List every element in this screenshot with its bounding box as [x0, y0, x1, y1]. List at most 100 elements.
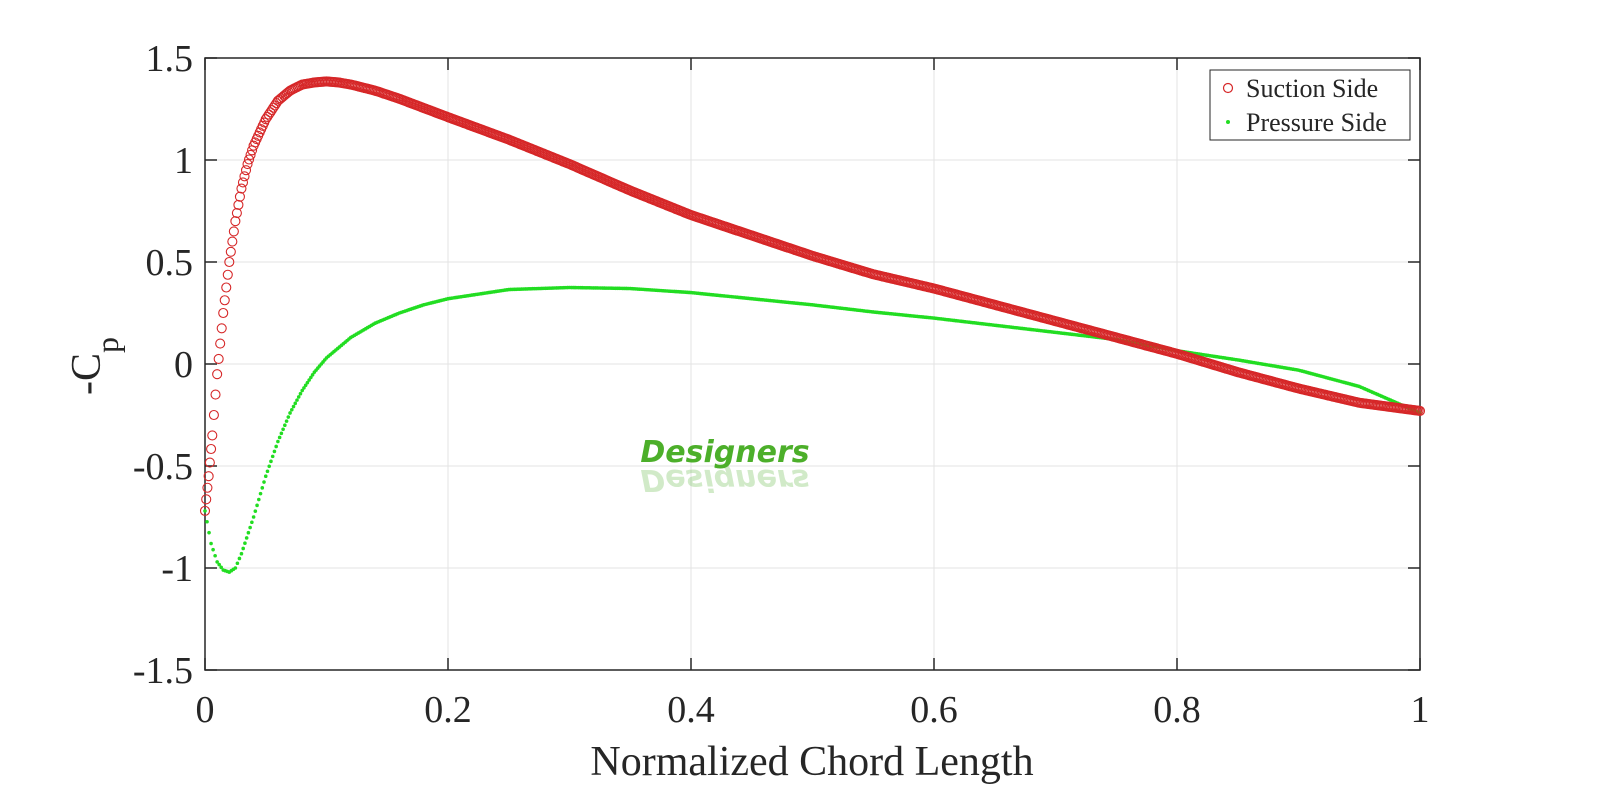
suction-point: [203, 471, 214, 482]
suction-point: [216, 323, 227, 334]
pressure-point: [243, 541, 247, 546]
y-tick-label: -1.5: [133, 650, 193, 692]
pressure-point: [302, 386, 306, 390]
pressure-point: [309, 375, 313, 380]
suction-point: [230, 216, 241, 227]
suction-point: [245, 149, 256, 160]
legend: Suction Side Pressure Side: [1209, 69, 1411, 141]
pressure-point: [215, 560, 219, 564]
pressure-point: [269, 459, 273, 464]
x-tick-labels: 0 0.2 0.4 0.6 0.8 1: [196, 689, 1430, 731]
pressure-point: [288, 411, 292, 415]
y-tick-label: 0: [174, 344, 193, 386]
pressure-point: [279, 431, 284, 436]
y-tick-label: -0.5: [133, 446, 193, 488]
suction-point: [212, 369, 223, 380]
pressure-point: [257, 497, 261, 502]
suction-point: [228, 226, 239, 237]
suction-point: [239, 171, 250, 182]
suction-point: [204, 457, 215, 468]
legend-label-pressure: Pressure Side: [1246, 108, 1387, 137]
suction-point: [240, 165, 252, 176]
pressure-point: [276, 439, 280, 444]
y-tick-label: -1: [161, 548, 193, 590]
y-tick-label: 1: [174, 140, 193, 182]
x-tick-label: 0.6: [910, 689, 958, 731]
suction-point: [1414, 405, 1426, 416]
series-layer: [199, 76, 1426, 574]
pressure-point: [289, 407, 294, 412]
suction-point: [199, 505, 211, 516]
watermark: Designers Designers: [640, 435, 809, 497]
y-axis-title: -Cp: [64, 337, 125, 395]
y-tick-label: 0.5: [146, 242, 194, 284]
axis-ticks: [204, 57, 1421, 671]
pressure-point: [295, 398, 299, 402]
pressure-point: [296, 395, 301, 399]
pressure-point: [305, 380, 310, 385]
pressure-point: [241, 546, 245, 551]
suction-point: [208, 409, 219, 421]
y-axis-title-subscript: p: [89, 337, 125, 353]
pressure-point: [248, 525, 252, 530]
x-tick-label: 0.8: [1153, 689, 1201, 731]
pressure-point: [293, 401, 298, 406]
pressure-point: [265, 469, 270, 474]
legend-marker-suction: [1222, 82, 1234, 94]
pressure-point: [207, 530, 211, 535]
suction-point: [201, 494, 212, 505]
suction-point: [215, 338, 226, 349]
suction-point: [237, 177, 249, 188]
pressure-point: [283, 423, 287, 428]
suction-point: [225, 246, 236, 257]
suction-point: [218, 307, 229, 319]
suction-point: [210, 389, 221, 400]
pressure-point: [307, 378, 311, 382]
legend-marker-pressure: [1226, 120, 1230, 124]
series-suction-side: [199, 76, 1426, 516]
suction-point: [243, 154, 255, 165]
pressure-point: [267, 464, 272, 469]
legend-box: [1209, 69, 1411, 141]
suction-point: [206, 443, 217, 455]
pressure-point: [284, 419, 289, 423]
pressure-point: [219, 565, 223, 570]
pressure-point: [291, 404, 296, 409]
pressure-point: [213, 553, 217, 558]
suction-point: [219, 295, 230, 306]
pressure-point: [255, 503, 259, 508]
pressure-point: [281, 427, 285, 432]
pressure-point: [237, 556, 242, 561]
x-tick-label: 0.4: [667, 689, 715, 731]
suction-point: [242, 159, 253, 170]
suction-point: [224, 256, 235, 268]
pressure-point: [286, 415, 291, 419]
suction-point: [231, 207, 242, 219]
pressure-point: [211, 547, 215, 552]
pressure-point: [310, 372, 315, 377]
pressure-point: [277, 435, 282, 440]
svg-text:-Cp: -Cp: [64, 337, 125, 395]
suction-point: [234, 191, 245, 202]
suction-point: [222, 269, 233, 280]
x-tick-label: 0.2: [424, 689, 472, 731]
pressure-point: [244, 536, 249, 540]
suction-point: [227, 236, 238, 247]
pressure-point: [233, 566, 238, 570]
watermark-text: Designers: [640, 435, 809, 470]
pressure-point: [203, 509, 207, 513]
pressure-point: [239, 551, 244, 556]
x-tick-label: 0: [196, 689, 215, 731]
y-tick-labels: 1.5 1 0.5 0 -0.5 -1 -1.5: [133, 38, 193, 692]
legend-label-suction: Suction Side: [1246, 74, 1378, 103]
pressure-point: [298, 391, 303, 396]
pressure-point: [209, 541, 213, 546]
pressure-point: [263, 474, 268, 479]
pressure-point: [205, 519, 209, 524]
pressure-point: [251, 515, 256, 519]
y-axis-title-main: -C: [64, 353, 110, 395]
suction-point: [207, 430, 218, 441]
pressure-point: [260, 486, 265, 490]
pressure-point: [272, 449, 277, 454]
